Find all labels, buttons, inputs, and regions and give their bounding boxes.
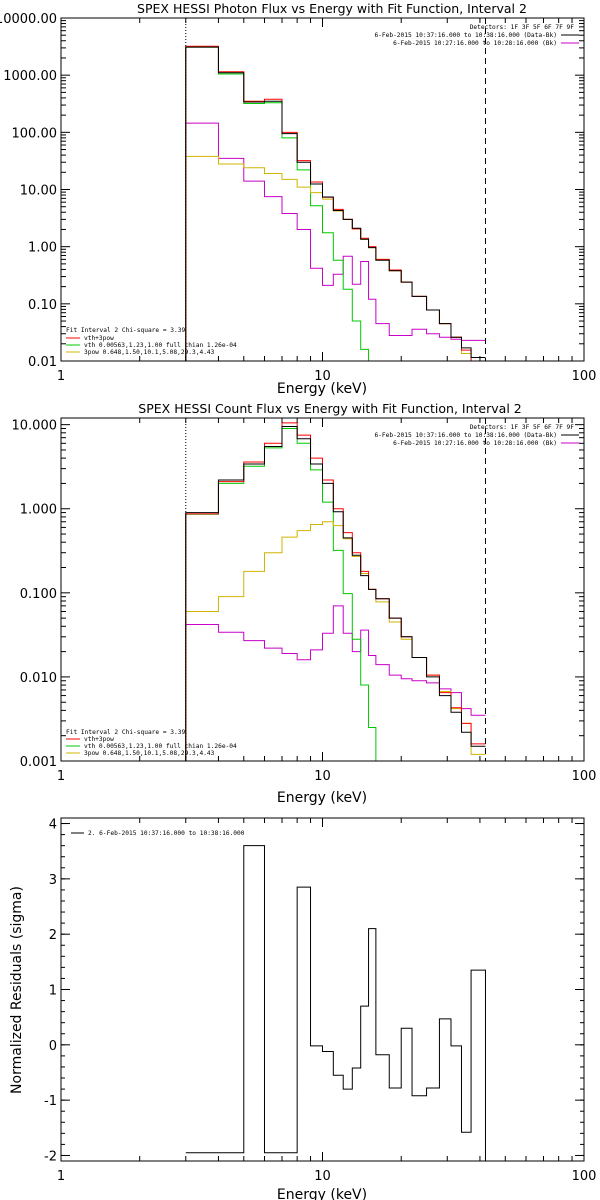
- y-axis-label: Normalized Residuals (sigma): [9, 886, 25, 1094]
- legend-entry-vth: vth 0.00563,1.23,1.00 full chian 1.26e-0…: [84, 743, 237, 750]
- legend-entry-vth-3pow: vth+3pow: [84, 335, 114, 342]
- series-bk: [185, 122, 486, 361]
- legend-right: 6-Feb-2015 10:37:16.000 to 10:38:16.000 …: [374, 32, 579, 47]
- y-tick-label: 1.00: [28, 241, 57, 256]
- residuals-panel: 1 10 100 -2 -1 0 1 2 3 4 2. 6-Feb-2015 10:37:16.0…: [9, 817, 596, 1200]
- y-tick-label: -1: [44, 1094, 57, 1109]
- detectors-label: Detectors: 1F 3F 5F 6F 7F 9F: [470, 424, 575, 431]
- legend-left: Fit Interval 2 Chi-square = 3.39 vth+3po…: [66, 729, 237, 757]
- legend-entry-bk: 6-Feb-2015 10:27:16.000 to 10:28:16.000 …: [393, 40, 557, 47]
- series-vth: [185, 428, 486, 762]
- x-tick-label: 100: [572, 769, 597, 784]
- legend-left: Fit Interval 2 Chi-square = 3.39 vth+3po…: [66, 327, 237, 356]
- series-residuals: [185, 845, 486, 1161]
- series-vth-3pow: [185, 45, 486, 362]
- x-tick-label: 10: [314, 769, 331, 784]
- y-tick-label: 3: [49, 873, 57, 888]
- x-tick-label: 1: [57, 369, 65, 384]
- y-tick-label: 4: [49, 818, 57, 833]
- y-tick-label: 2: [49, 928, 57, 943]
- y-tick-label: 0.10: [28, 298, 57, 313]
- y-tick-label: 10.00: [20, 184, 57, 199]
- x-axis-label: Energy (keV): [277, 790, 367, 806]
- axis-ticks: 1 10 100 0.01 0.10 1.00 10.00 100.00 1000.00 1000…: [0, 12, 596, 384]
- legend-entry-vth: vth 0.00563,1.23,1.00 full chian 1.26e-0…: [84, 342, 237, 349]
- y-tick-label: 0.001: [20, 755, 57, 770]
- legend-right: 6-Feb-2015 10:37:16.000 to 10:38:16.000 …: [374, 432, 579, 447]
- legend-entry-residuals: 2. 6-Feb-2015 10:37:16.000 to 10:38:16.0…: [88, 830, 245, 837]
- y-tick-label: 0.01: [28, 355, 57, 370]
- y-tick-label: 1000.00: [3, 69, 57, 84]
- x-tick-label: 100: [572, 1169, 597, 1184]
- series-layer: [185, 422, 486, 762]
- legend-entry-3pow: 3pow 0.648,1.50,10.1,5.08,29.3,4.43: [84, 750, 215, 757]
- x-tick-label: 100: [572, 369, 597, 384]
- series-vth: [185, 46, 486, 362]
- legend-entry-data-bk: 6-Feb-2015 10:37:16.000 to 10:38:16.000 …: [374, 32, 557, 39]
- y-tick-label: 100.00: [12, 126, 58, 141]
- x-tick-label: 10: [314, 1169, 331, 1184]
- x-axis-label: Energy (keV): [277, 381, 367, 397]
- y-tick-label: 0.100: [20, 587, 57, 602]
- count-flux-panel: SPEX HESSI Count Flux vs Energy with Fit…: [12, 401, 597, 806]
- x-tick-label: 10: [314, 369, 331, 384]
- series-3pow: [185, 155, 486, 362]
- plot-frame: [60, 817, 585, 1162]
- series-layer: [185, 845, 486, 1161]
- y-tick-label: -2: [44, 1149, 57, 1164]
- y-tick-label: 0: [49, 1039, 57, 1054]
- panel-title: SPEX HESSI Photon Flux vs Energy with Fi…: [137, 1, 527, 16]
- detectors-label: Detectors: 1F 3F 5F 6F 7F 9F: [470, 24, 575, 31]
- legend-fit-info: Fit Interval 2 Chi-square = 3.39: [66, 327, 185, 334]
- legend-entry-3pow: 3pow 0.648,1.50,10.1,5.08,29.3,4.43: [84, 349, 215, 356]
- legend-fit-info: Fit Interval 2 Chi-square = 3.39: [66, 729, 185, 736]
- y-tick-label: 10.000: [12, 419, 58, 434]
- legend-entry-bk: 6-Feb-2015 10:27:16.000 to 10:28:16.000 …: [393, 440, 557, 447]
- y-tick-label: 10000.00: [0, 12, 57, 27]
- series-bk: [185, 605, 486, 761]
- y-tick-label: 0.010: [20, 671, 57, 686]
- x-tick-label: 1: [57, 769, 65, 784]
- legend-entry-data-bk: 6-Feb-2015 10:37:16.000 to 10:38:16.000 …: [374, 432, 557, 439]
- axis-ticks: 1 10 100 -2 -1 0 1 2 3 4: [44, 818, 596, 1184]
- series-data-bk: [185, 426, 486, 761]
- series-3pow: [185, 521, 486, 761]
- y-tick-label: 1: [49, 984, 57, 999]
- panel-title: SPEX HESSI Count Flux vs Energy with Fit…: [138, 401, 521, 416]
- series-vth-3pow: [185, 422, 486, 761]
- legend-entry-vth-3pow: vth+3pow: [84, 736, 114, 743]
- series-data-bk: [185, 46, 486, 361]
- x-axis-label: Energy (keV): [277, 1187, 367, 1200]
- photon-flux-panel: SPEX HESSI Photon Flux vs Energy with Fi…: [0, 1, 596, 397]
- fit-range-markers: [185, 418, 486, 761]
- series-layer: [185, 45, 486, 362]
- x-tick-label: 1: [57, 1169, 65, 1184]
- y-tick-label: 1.000: [20, 503, 57, 518]
- axis-ticks: 1 10 100 0.001 0.010 0.100 1.000 10.000: [12, 418, 597, 784]
- fit-range-markers: [185, 18, 486, 361]
